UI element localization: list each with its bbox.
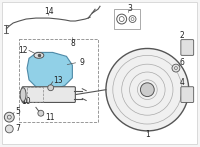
Circle shape bbox=[172, 64, 180, 72]
Text: 10: 10 bbox=[21, 97, 31, 106]
FancyBboxPatch shape bbox=[181, 40, 194, 55]
Text: 9: 9 bbox=[79, 58, 84, 67]
Text: 6: 6 bbox=[180, 58, 185, 67]
Circle shape bbox=[140, 83, 154, 97]
Text: 7: 7 bbox=[15, 124, 20, 133]
FancyBboxPatch shape bbox=[181, 87, 194, 102]
Ellipse shape bbox=[20, 88, 26, 101]
Text: 8: 8 bbox=[70, 39, 75, 48]
Circle shape bbox=[106, 49, 189, 131]
Text: 4: 4 bbox=[179, 78, 184, 87]
Text: 3: 3 bbox=[127, 4, 132, 13]
Text: 13: 13 bbox=[54, 76, 63, 85]
Ellipse shape bbox=[34, 52, 44, 58]
FancyBboxPatch shape bbox=[22, 87, 75, 102]
Text: 5: 5 bbox=[15, 107, 20, 116]
Circle shape bbox=[5, 125, 13, 133]
Polygon shape bbox=[27, 52, 72, 90]
Text: 1: 1 bbox=[145, 130, 150, 139]
Text: 14: 14 bbox=[44, 7, 54, 16]
Circle shape bbox=[48, 85, 54, 91]
FancyBboxPatch shape bbox=[2, 2, 198, 145]
Circle shape bbox=[38, 110, 44, 116]
Text: 11: 11 bbox=[45, 113, 54, 122]
Circle shape bbox=[4, 112, 14, 122]
Text: 12: 12 bbox=[18, 46, 28, 55]
Text: 2: 2 bbox=[179, 31, 184, 40]
